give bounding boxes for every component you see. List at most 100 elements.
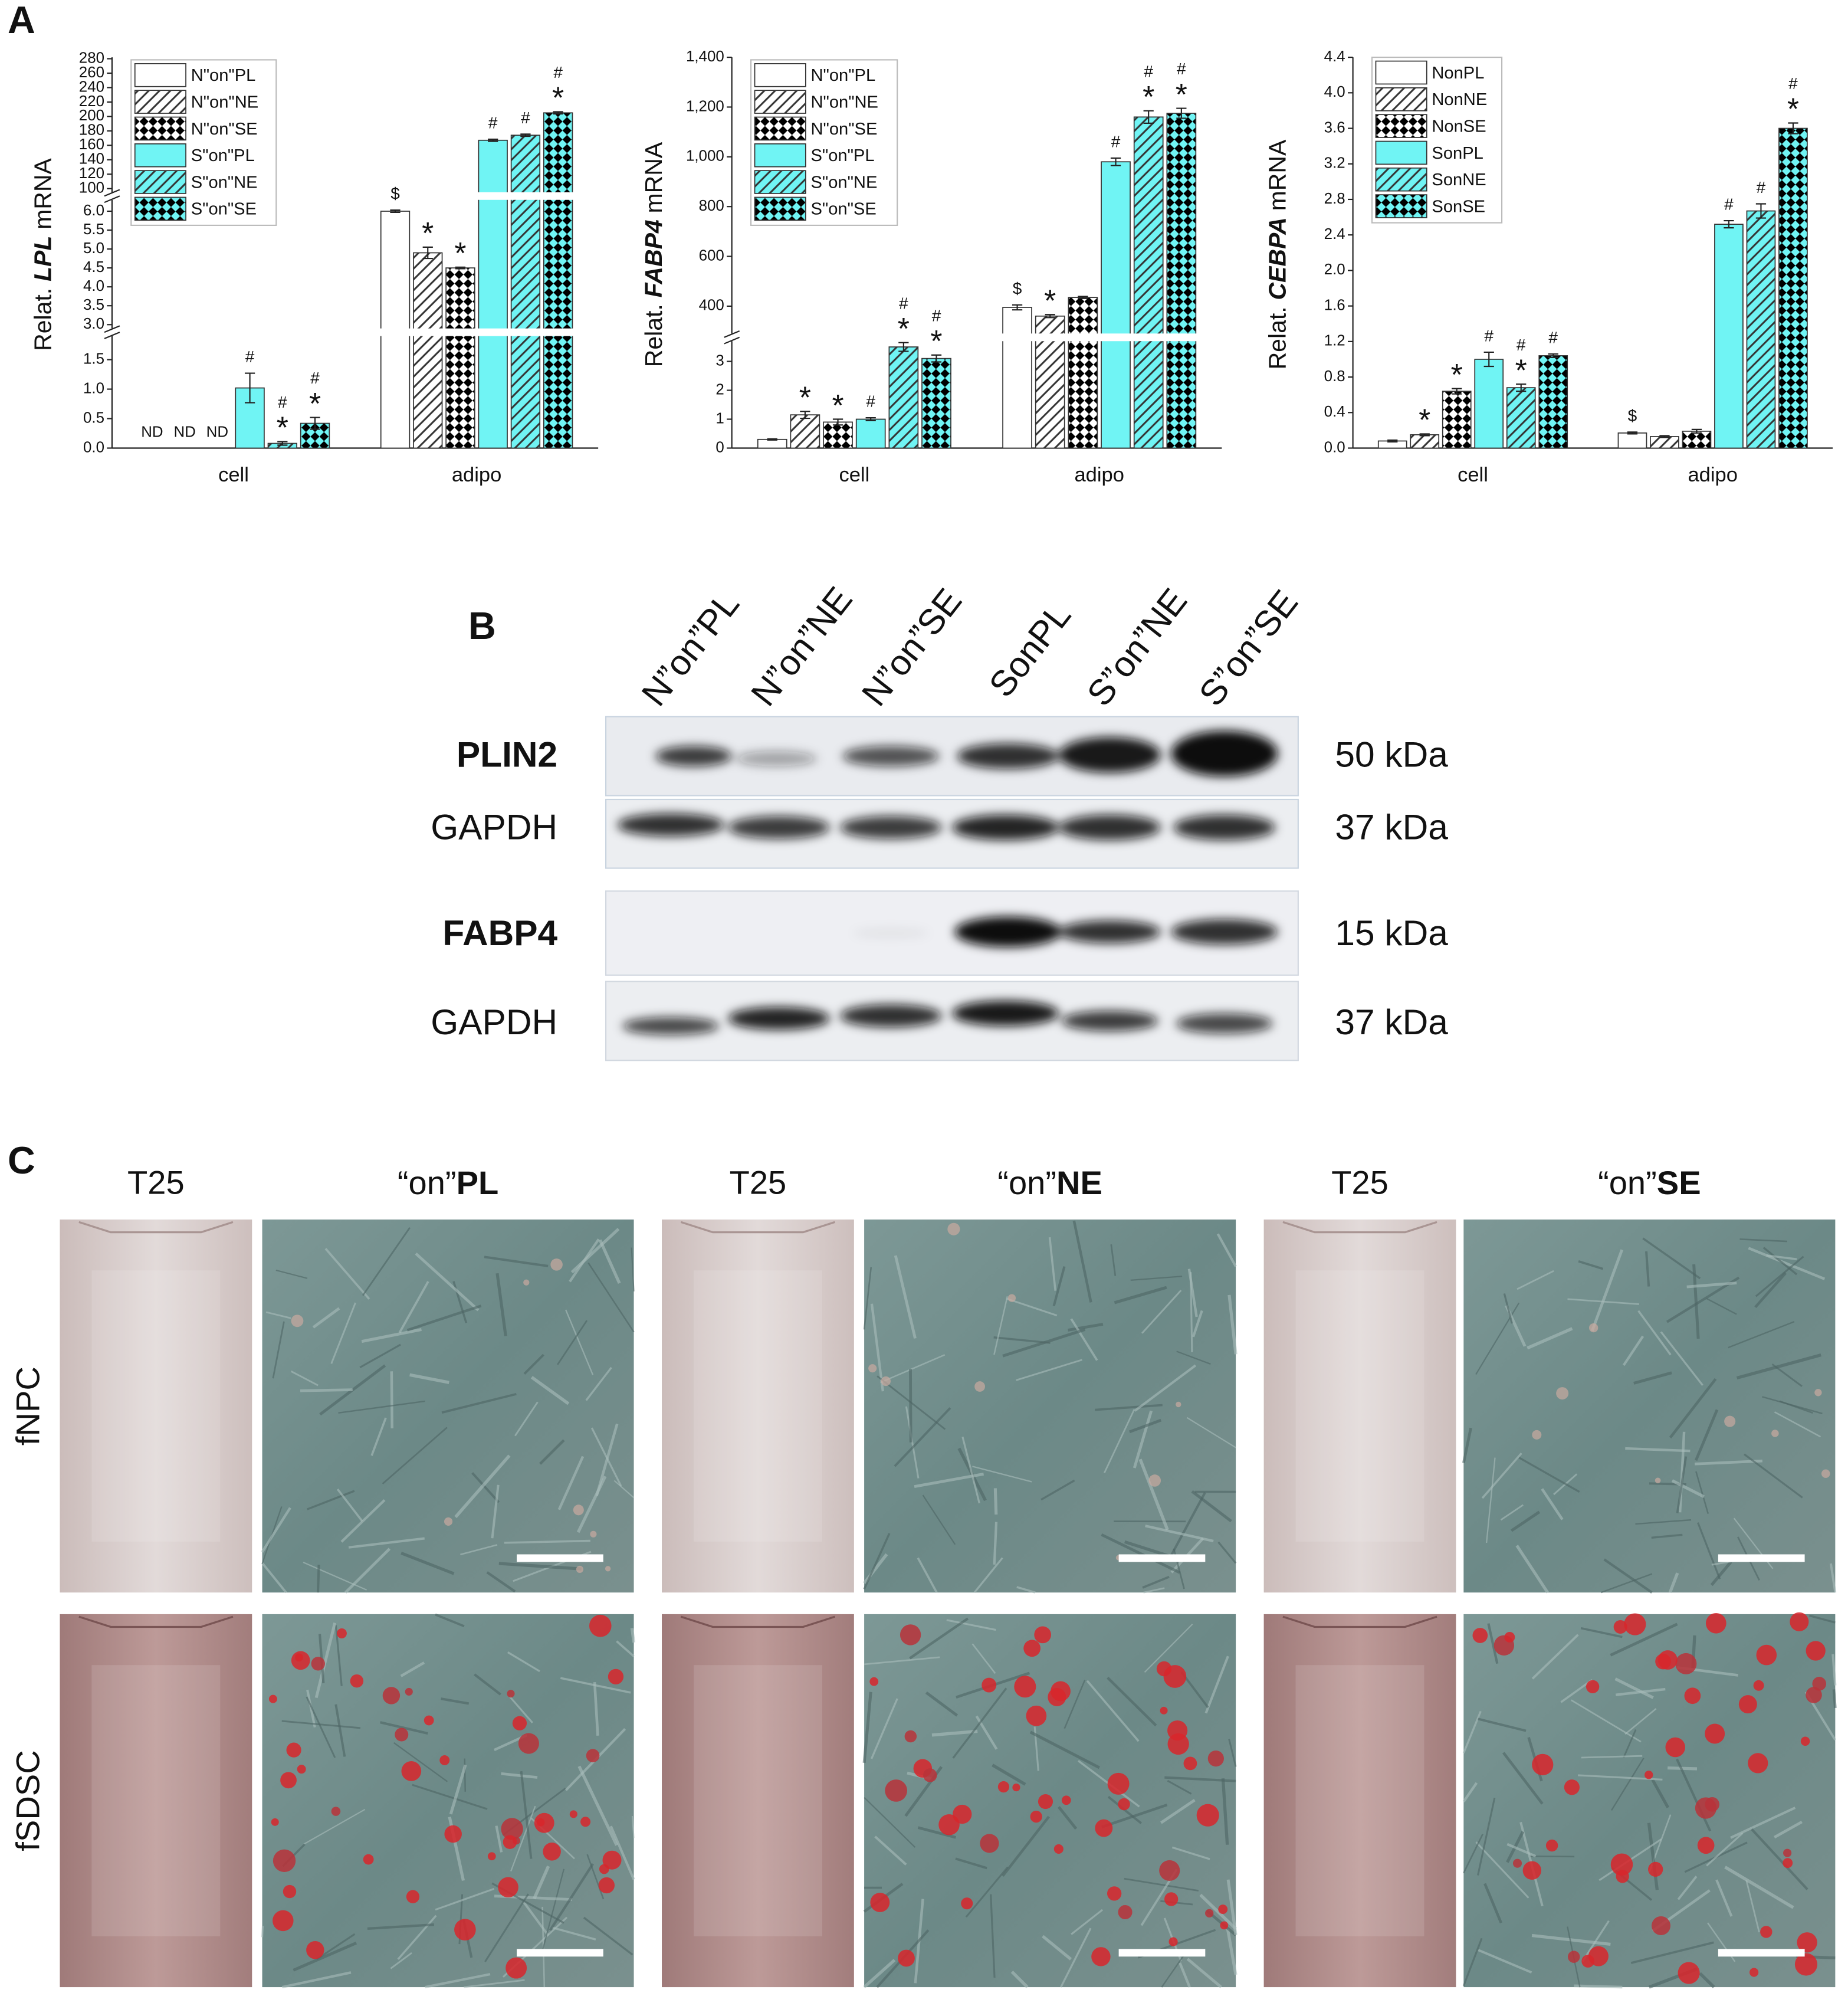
axis-break [104,328,599,336]
lipid-droplet [980,1834,999,1853]
cell-fiber [316,1565,320,1593]
legend-swatch [754,90,806,114]
y-tick-label: 140 [79,151,104,168]
cell-fiber [293,1941,357,1972]
cell-fiber [1754,1272,1787,1309]
error-bar [1483,351,1494,368]
cell-fiber [380,1721,428,1735]
cell-body [881,1376,891,1386]
y-tick-label: 2 [715,381,724,398]
micrograph-bg [864,1220,1236,1593]
band [1061,1011,1158,1031]
cell-fiber [595,1423,619,1497]
cell-fiber [460,1544,498,1556]
panel-a: 0.00.51.01.53.03.54.04.55.05.56.01001201… [29,48,1833,486]
cell-body [974,1381,985,1392]
cell-fiber [1129,1418,1162,1434]
cell-fiber [1462,1782,1478,1802]
cell-fiber [520,1771,533,1859]
legend-label: N"on"SE [810,120,877,139]
bar [510,135,541,449]
cell-fiber [336,1488,363,1522]
column-header: “on”NE [997,1164,1102,1201]
bar [445,267,475,449]
cell-fiber [491,1484,500,1539]
legend-label: NonSE [1432,117,1486,136]
cell-fiber [1070,1318,1098,1361]
cell-fiber [1191,1310,1203,1338]
band [1171,730,1278,777]
cell-fiber [1745,1880,1760,1933]
lipid-droplet [1783,1858,1793,1869]
cell-fiber [1635,1519,1692,1525]
significance-mark: * [552,81,564,115]
lipid-droplet [1164,1892,1179,1906]
lipid-droplet [1675,1653,1697,1674]
significance-mark: # [1757,178,1766,196]
error-bar [1012,304,1023,311]
bar [413,252,443,449]
header-prefix: “on” [398,1164,457,1201]
flask-glare [91,1665,221,1936]
lipid-droplet [424,1715,434,1726]
cell-fiber [1226,1879,1238,1935]
y-tick-label: 0.5 [83,409,104,426]
bar [855,418,886,449]
cell-fiber [1624,1708,1657,1735]
lipid-droplet [1738,1695,1757,1714]
cell-body [868,1364,877,1373]
cell-fiber [1739,1238,1788,1243]
y-tick-label: 240 [79,78,104,95]
lipid-droplet [1168,1937,1178,1946]
cell-fiber [1072,1220,1092,1303]
cell-fiber [1647,1822,1659,1890]
cell-fiber [569,1238,600,1283]
y-axis-label: Relat. LPL mRNA [29,158,56,350]
significance-mark: * [277,411,288,445]
band [1059,737,1161,773]
cell-fiber [1699,1972,1715,1988]
cell-fiber [1486,1457,1496,1543]
cell-fiber [454,1454,511,1519]
cell-fiber [1622,1335,1645,1366]
cell-fiber [1171,1846,1210,1860]
cell-fiber [1645,1251,1650,1287]
break-mark [104,325,120,333]
flask-photo [662,1614,854,1988]
column-header: T25 [127,1164,185,1201]
lipid-droplet [1748,1753,1768,1774]
cell-fiber [1095,1404,1163,1411]
cell-fiber [523,1901,550,1936]
significance-mark: * [930,324,942,358]
cell-fiber [917,1826,957,1839]
significance-mark: * [454,236,466,270]
cell-fiber [400,1661,425,1677]
error-bar [800,411,810,419]
cell-fiber [261,1926,264,1938]
legend-swatch [1375,194,1427,218]
flask-photo [1263,1220,1456,1593]
cell-fiber [557,1320,588,1365]
cell-fiber [1696,1522,1721,1580]
cell-fiber [1110,1244,1117,1276]
cell-fiber [1517,1270,1554,1290]
cell-fiber [306,1696,336,1758]
cell-fiber [1625,1447,1691,1453]
cell-fiber [281,1720,361,1729]
cell-fiber [990,1894,996,1978]
error-bar [310,417,320,430]
significance-mark: * [422,216,434,250]
lane-label: N”on”PL [633,584,747,713]
cell-fiber [401,1551,455,1575]
micrograph [261,1613,636,1989]
y-tick-label: 800 [699,198,724,214]
bar [1474,359,1504,449]
cell-fiber [894,1407,951,1467]
y-tick-label: 3 [715,352,724,369]
flask-bg [662,1614,854,1988]
panel-label: B [468,604,496,647]
lane-label: N”on”SE [854,581,969,713]
cell-fiber [1477,1797,1496,1876]
cell-fiber [1048,1237,1056,1291]
band [736,751,818,766]
